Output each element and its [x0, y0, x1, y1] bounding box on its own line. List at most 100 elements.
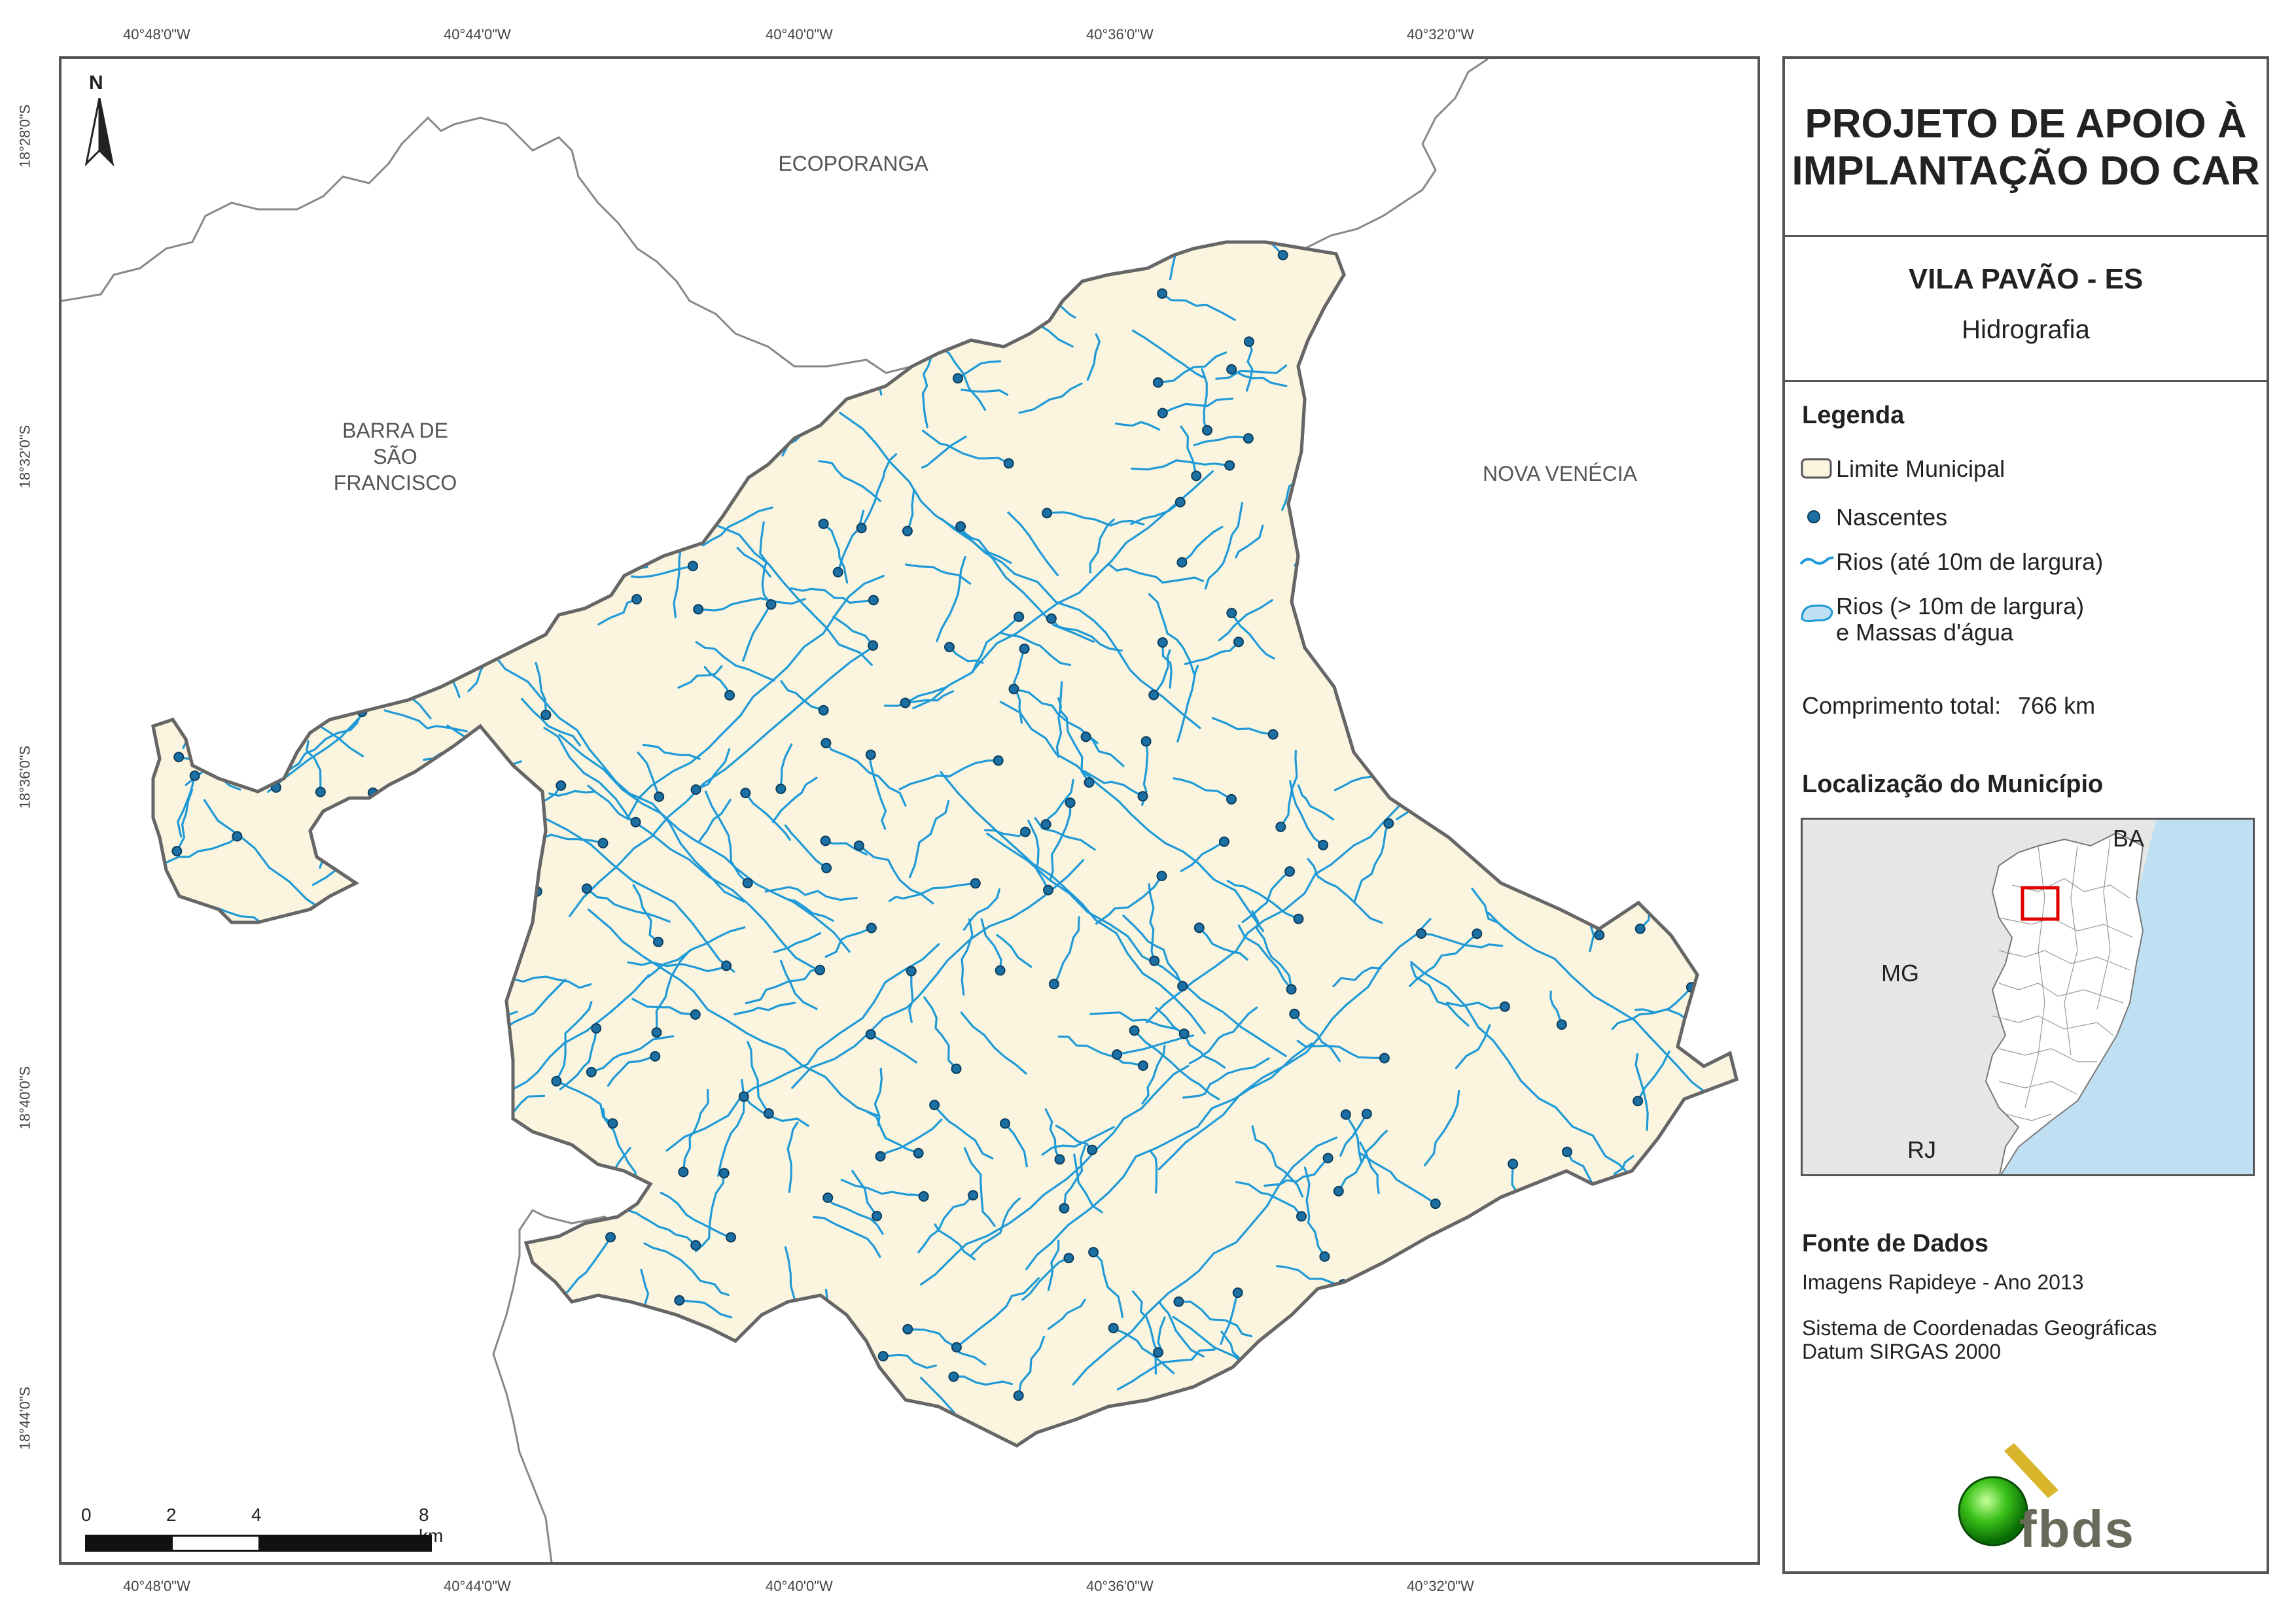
river-segment	[788, 898, 834, 922]
spring-point	[1405, 1348, 1417, 1359]
spring-point	[821, 737, 832, 748]
spring-point	[1296, 1211, 1307, 1222]
river-segment	[1046, 511, 1145, 527]
river-segment	[434, 781, 454, 862]
river-segment	[824, 742, 907, 807]
river-segment	[839, 1379, 875, 1408]
spring-point	[902, 1323, 913, 1335]
spring-point	[119, 871, 128, 880]
river-segment	[500, 251, 540, 299]
spring-point	[951, 1342, 962, 1353]
river-segment	[482, 242, 550, 313]
spring-point	[1065, 797, 1076, 809]
river-segment	[764, 886, 858, 901]
river-segment	[62, 865, 124, 875]
river-segment	[963, 1147, 996, 1227]
spring-point	[875, 1151, 886, 1162]
spring-point	[1472, 928, 1483, 939]
spring-point	[690, 784, 701, 795]
spring-point	[1430, 1198, 1441, 1210]
river-segment	[426, 1240, 483, 1329]
river-segment	[959, 525, 1012, 564]
river-segment	[1534, 242, 1547, 298]
river-segment	[307, 1172, 381, 1217]
river-segment	[637, 751, 660, 798]
spring-point	[1340, 593, 1351, 604]
spring-point	[1416, 928, 1427, 939]
spring-point	[1063, 1253, 1074, 1264]
spring-point	[1191, 470, 1202, 481]
spring-point	[451, 611, 462, 622]
spring-point	[592, 273, 603, 283]
river-segment	[475, 1326, 559, 1378]
river-segment	[1034, 249, 1061, 318]
river-segment	[1176, 665, 1199, 743]
river-segment	[313, 522, 391, 561]
river-segment	[331, 940, 386, 1022]
lon-tick-top-5: 40°32'0"W	[1407, 26, 1474, 43]
title-line-1: PROJETO DE APOIO À	[1805, 101, 2247, 147]
river-segment	[242, 971, 322, 991]
river-segment	[1634, 591, 1703, 598]
river-segment	[724, 370, 749, 417]
spring-point	[591, 411, 601, 423]
lon-tick-bottom-2: 40°44'0"W	[444, 1578, 511, 1594]
river-segment	[1646, 347, 1716, 362]
river-segment	[1410, 961, 1670, 1212]
state-label-rj: RJ	[1907, 1136, 1936, 1163]
spring-point	[239, 619, 250, 630]
river-segment	[1662, 701, 1737, 941]
river-segment	[917, 1194, 974, 1253]
spring-point	[1502, 565, 1513, 576]
river-segment	[858, 845, 934, 905]
spring-point	[1386, 602, 1398, 613]
river-segment	[626, 574, 885, 820]
river-segment	[1563, 610, 1602, 672]
river-segment	[162, 1255, 190, 1318]
river-segment	[1184, 640, 1240, 665]
river-segment	[998, 256, 1076, 319]
river-segment	[447, 873, 531, 928]
spring-point	[1598, 695, 1609, 706]
spring-point	[1413, 330, 1424, 341]
spring-point	[224, 646, 235, 657]
river-segment	[161, 1349, 225, 1391]
spring-point	[1108, 1323, 1119, 1334]
river-segment	[1150, 1150, 1158, 1194]
spring-point	[140, 300, 149, 309]
river-segment	[267, 1261, 325, 1280]
map-frame[interactable]: ECOPORANGA BARRA DE SÃO FRANCISCO NOVA V…	[59, 56, 1760, 1565]
river-segment	[1611, 986, 1693, 1030]
spring-point	[786, 1370, 798, 1382]
spring-point	[1226, 364, 1237, 375]
river-segment	[153, 669, 176, 717]
river-segment	[234, 1181, 288, 1207]
river-segment	[646, 926, 746, 979]
river-segment	[455, 327, 470, 360]
river-segment	[602, 1108, 639, 1189]
spring-point	[221, 1195, 232, 1206]
spring-point	[1499, 1001, 1510, 1012]
river-segment	[548, 790, 595, 797]
neighbor-label-barra-line1: BARRA DE	[342, 419, 448, 442]
river-segment	[1353, 822, 1390, 903]
spring-point	[1013, 1390, 1024, 1401]
sources-line-3: Datum SIRGAS 2000	[1802, 1340, 2002, 1363]
title-line-2: IMPLANTAÇÃO DO CAR	[1792, 148, 2260, 194]
river-segment	[776, 334, 788, 413]
river-segment	[289, 710, 363, 771]
spring-point	[153, 365, 154, 376]
location-inset-graphic	[1803, 820, 2253, 1174]
spring-point	[264, 1147, 274, 1157]
river-segment	[1089, 518, 1115, 574]
river-segment	[472, 493, 483, 573]
spring-point	[321, 373, 332, 384]
river-segment	[175, 788, 194, 852]
river-segment	[1364, 667, 1432, 737]
total-length-label: Comprimento total:	[1802, 692, 2002, 719]
spring-point	[1544, 1242, 1555, 1253]
river-segment	[740, 277, 787, 347]
lon-tick-top-1: 40°48'0"W	[123, 26, 190, 43]
river-segment	[1423, 1089, 1460, 1166]
river-segment	[153, 419, 179, 432]
